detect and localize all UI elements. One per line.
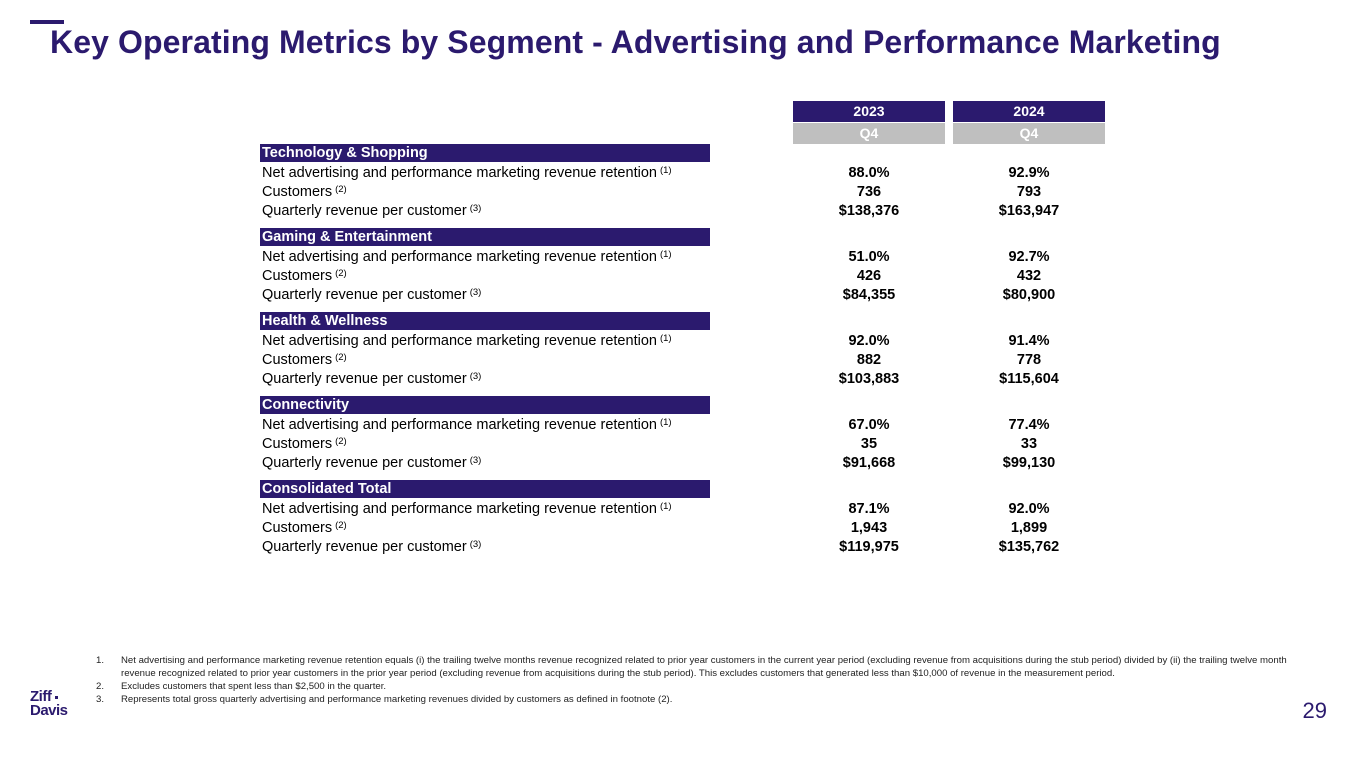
value-2024: $80,900 [1002, 287, 1056, 303]
column-header-year-2023: 2023 [793, 101, 945, 122]
value-2023: $119,975 [839, 539, 899, 555]
footnote-ref: (1) [659, 165, 672, 176]
metric-label: Quarterly revenue per customer (3) [262, 287, 482, 303]
value-2024: 77.4% [1008, 417, 1050, 433]
segment-header: Gaming & Entertainment [260, 228, 710, 246]
footnote-ref: (2) [335, 520, 347, 531]
value-2023: 87.1% [848, 501, 890, 517]
metric-row: Net advertising and performance marketin… [262, 164, 1162, 183]
footnote-ref: (3) [469, 287, 482, 298]
metric-row: Net advertising and performance marketin… [262, 248, 1162, 267]
value-2024: 432 [1016, 268, 1042, 284]
value-2024: 92.7% [1008, 249, 1050, 265]
metric-label: Customers (2) [262, 184, 347, 200]
value-2024: 778 [1016, 352, 1042, 368]
column-header-year-2024: 2024 [953, 101, 1105, 122]
value-2024: $99,130 [1002, 455, 1056, 471]
metric-label: Quarterly revenue per customer (3) [262, 203, 482, 219]
ziff-davis-logo: Ziff Davis [30, 688, 68, 719]
metric-row: Quarterly revenue per customer (3) $103,88… [262, 370, 1162, 389]
page-title: Key Operating Metrics by Segment - Adver… [50, 24, 1221, 60]
metric-label: Customers (2) [262, 268, 347, 284]
value-2023: 88.0% [848, 165, 890, 181]
segment-header: Health & Wellness [260, 312, 710, 330]
value-2024: 1,899 [1010, 520, 1048, 536]
value-2023: 1,943 [850, 520, 888, 536]
footnote-ref: (1) [659, 249, 672, 260]
footnote-ref: (3) [469, 539, 482, 550]
value-2024: $115,604 [999, 371, 1059, 387]
segment-header: Technology & Shopping [260, 144, 710, 162]
footnote-ref: (1) [659, 333, 672, 344]
metric-row: Net advertising and performance marketin… [262, 500, 1162, 519]
value-2023: $103,883 [838, 371, 900, 387]
metric-label: Quarterly revenue per customer (3) [262, 455, 482, 471]
metric-label: Customers (2) [262, 520, 347, 536]
footnote-ref: (3) [469, 455, 482, 466]
value-2023: 67.0% [848, 417, 890, 433]
footnote-3: 3. Represents total gross quarterly adve… [96, 694, 673, 705]
value-2024: $135,762 [998, 539, 1060, 555]
value-2023: $84,355 [842, 287, 896, 303]
metric-row: Customers (2) 736 793 [262, 183, 1162, 202]
metric-label: Net advertising and performance marketin… [262, 249, 672, 265]
metric-row: Quarterly revenue per customer (3) $138,37… [262, 202, 1162, 221]
value-2023: 882 [856, 352, 882, 368]
value-2023: 92.0% [848, 333, 890, 349]
value-2024: 33 [1020, 436, 1038, 452]
metric-row: Quarterly revenue per customer (3) $84,355… [262, 286, 1162, 305]
value-2023: 426 [856, 268, 882, 284]
metric-row: Customers (2) 1,943 1,899 [262, 519, 1162, 538]
metric-label: Customers (2) [262, 352, 347, 368]
metric-label: Net advertising and performance marketin… [262, 417, 672, 433]
value-2024: 92.0% [1008, 501, 1050, 517]
metric-label: Quarterly revenue per customer (3) [262, 539, 482, 555]
metric-row: Net advertising and performance marketin… [262, 332, 1162, 351]
metric-label: Customers (2) [262, 436, 347, 452]
metric-row: Quarterly revenue per customer (3) $91,668… [262, 454, 1162, 473]
footnote-ref: (1) [659, 501, 672, 512]
value-2023: 51.0% [848, 249, 890, 265]
value-2024: 91.4% [1008, 333, 1050, 349]
metric-label: Net advertising and performance marketin… [262, 165, 672, 181]
value-2024: 793 [1016, 184, 1042, 200]
footnote-ref: (3) [469, 371, 482, 382]
footnote-ref: (2) [335, 436, 347, 447]
metric-row: Customers (2) 882 778 [262, 351, 1162, 370]
title-accent-bar [30, 20, 64, 24]
column-header-quarter-2023: Q4 [793, 123, 945, 144]
metric-label: Quarterly revenue per customer (3) [262, 371, 482, 387]
metric-label: Net advertising and performance marketin… [262, 333, 672, 349]
footnote-ref: (2) [335, 268, 347, 279]
footnote-2: 2. Excludes customers that spent less th… [96, 681, 387, 692]
footnotes: 1. Net advertising and performance marke… [96, 654, 1292, 706]
segment-header: Consolidated Total [260, 480, 710, 498]
value-2023: 736 [856, 184, 882, 200]
value-2023: $138,376 [838, 203, 900, 219]
logo-dot-icon [55, 695, 59, 699]
footnote-ref: (1) [659, 417, 672, 428]
footnote-ref: (2) [335, 184, 347, 195]
page-number: 29 [1302, 698, 1327, 723]
segment-header: Connectivity [260, 396, 710, 414]
metric-row: Net advertising and performance marketin… [262, 416, 1162, 435]
footnote-ref: (3) [469, 203, 482, 214]
value-2024: $163,947 [998, 203, 1060, 219]
value-2024: 92.9% [1008, 165, 1050, 181]
value-2023: 35 [860, 436, 878, 452]
metric-label: Net advertising and performance marketin… [262, 501, 672, 517]
footnote-1: 1. Net advertising and performance marke… [96, 655, 1287, 679]
value-2023: $91,668 [842, 455, 896, 471]
metric-row: Customers (2) 35 33 [262, 435, 1162, 454]
metric-row: Quarterly revenue per customer (3) $119,97… [262, 538, 1162, 557]
footnote-ref: (2) [335, 352, 347, 363]
metric-row: Customers (2) 426 432 [262, 267, 1162, 286]
column-header-quarter-2024: Q4 [953, 123, 1105, 144]
